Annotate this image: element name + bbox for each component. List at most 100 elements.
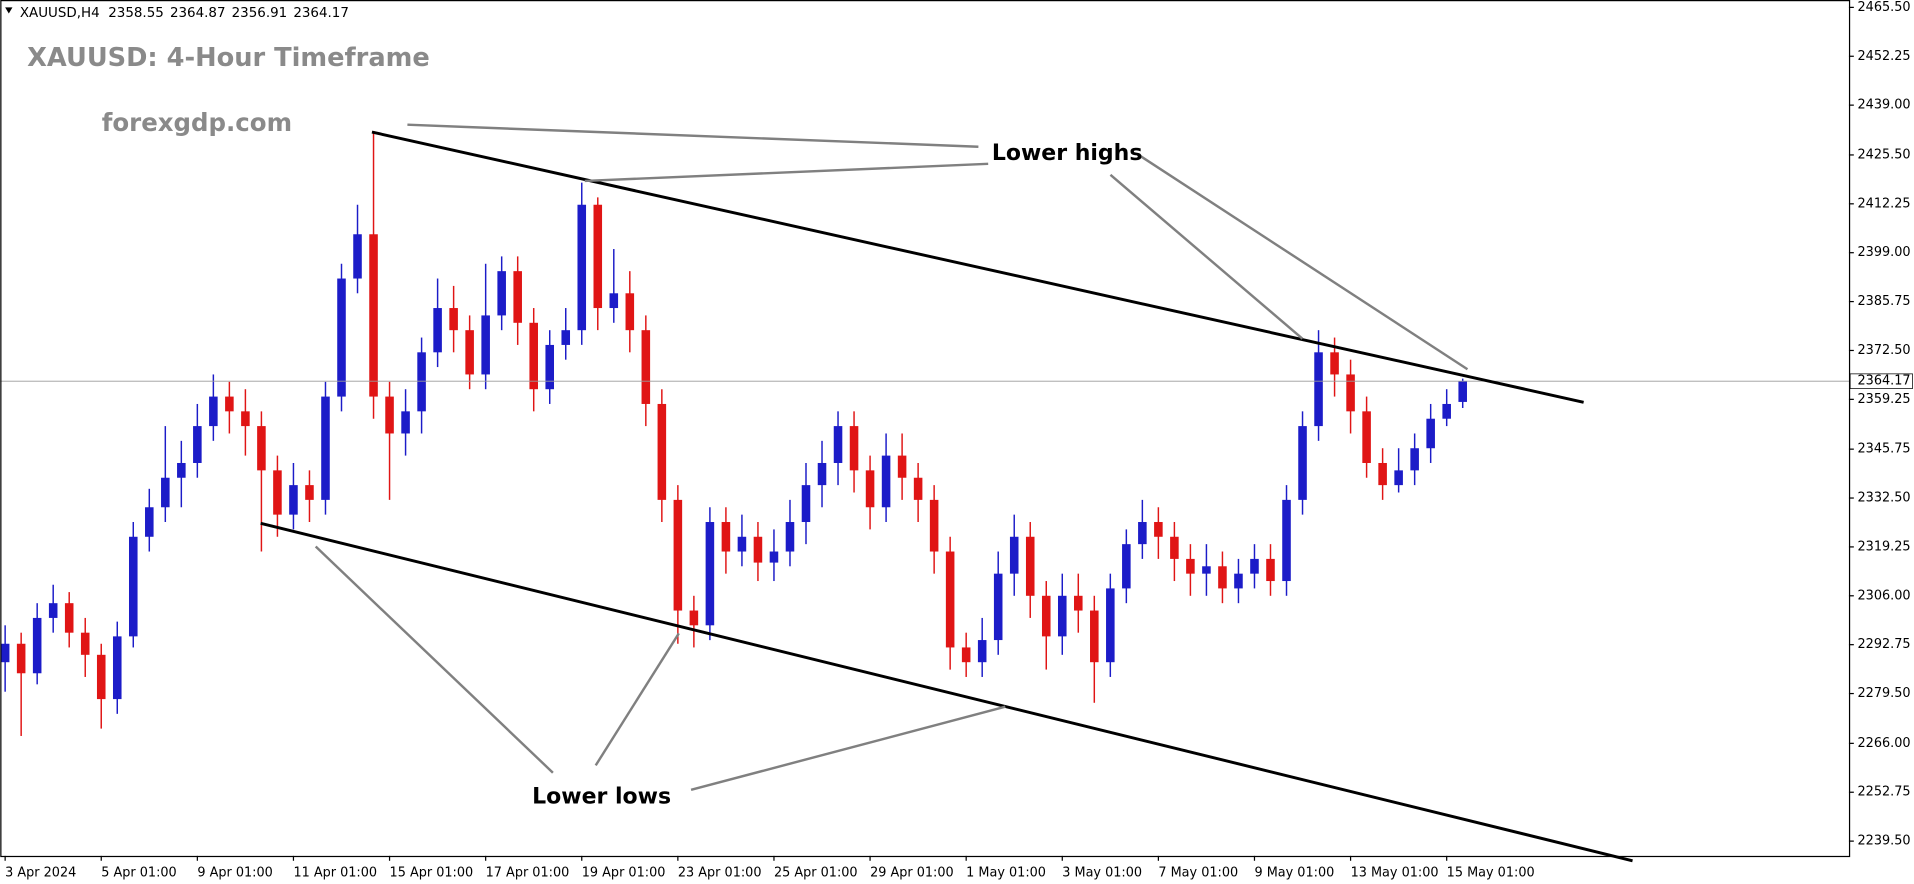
x-tick-label: 23 Apr 01:00 [678,865,762,880]
price-label: 2364.17 [1858,374,1911,389]
y-tick-label: 2252.75 [1858,785,1911,800]
candle-body [1170,536,1179,559]
candle-body [1378,462,1387,486]
candle-body [1282,499,1291,582]
header: XAUUSD,H4 2358.55 2364.87 2356.91 2364.17 [20,6,349,21]
candle-body [128,536,138,637]
candle-body [609,293,619,309]
candle-body [1346,374,1355,412]
candle-body [769,551,779,563]
annotation: Lower lows [532,784,671,809]
x-tick-label: 13 May 01:00 [1351,865,1439,880]
pointer [1109,173,1304,340]
y-tick-label: 2332.50 [1858,491,1911,506]
annotation: Lower highs [992,141,1143,166]
candle-body [1025,536,1035,596]
candle-body [48,603,58,618]
candle-body [1106,588,1115,663]
candle-body [705,522,715,626]
candle-body [1266,558,1275,582]
candle-body [689,610,699,626]
x-tick-label: 11 Apr 01:00 [293,865,377,880]
menu-arrow[interactable] [5,7,13,14]
candle-body [257,426,266,471]
candle-body [321,396,330,500]
candle-body [849,426,859,471]
candle-body [753,536,763,563]
lower-trendline [260,521,1633,863]
y-tick-label: 2345.75 [1858,442,1911,457]
candle-body [369,234,378,397]
candle-body [1362,411,1371,463]
candle-body [1442,403,1451,419]
x-tick-label: 15 Apr 01:00 [390,865,474,880]
candle-body [225,396,234,412]
y-tick-label: 2319.25 [1858,539,1911,554]
candle-body [1458,381,1467,402]
candle-body [1234,573,1243,589]
candle-body [449,308,458,331]
candle-body [1074,595,1083,611]
candle-body [529,322,538,390]
x-tick-label: 17 Apr 01:00 [486,865,570,880]
pointer [690,705,1006,792]
candle-body [401,411,410,434]
candle-body [305,485,314,500]
candle-body [1122,544,1131,589]
candle-body [561,330,571,345]
candle-body [657,403,667,500]
candle-body [209,396,218,427]
candle-body [897,455,907,478]
candle-body [64,603,74,633]
y-tick-label: 2439.00 [1858,98,1911,113]
y-tick-label: 2306.00 [1858,588,1911,603]
candle-body [625,293,635,331]
candle-body [1009,536,1019,574]
x-tick-label: 15 May 01:00 [1447,865,1535,880]
candle-body [353,234,362,279]
candle-body [273,470,282,515]
y-tick-label: 2279.50 [1858,686,1911,701]
candle-body [673,499,683,611]
candle-body [1298,426,1307,500]
candle-body [289,485,298,515]
pointer [1136,153,1469,371]
candle-body [1138,522,1147,545]
candle-body [929,499,939,552]
x-tick-label: 3 Apr 2024 [5,865,76,880]
candle-body [737,536,747,552]
x-tick-label: 9 Apr 01:00 [197,865,272,880]
candle-body [161,477,170,508]
candle-body [433,308,442,353]
plot-frame [0,0,1851,858]
y-tick-label: 2399.00 [1858,245,1911,260]
pointer [594,632,680,767]
candle-body [577,204,587,331]
y-tick-label: 2239.50 [1858,834,1911,849]
candle-body [817,462,827,486]
candle-body [865,470,875,508]
candle-body [481,315,490,375]
header-low: 2356.91 [232,6,288,21]
candle-body [1154,522,1163,537]
y-tick-label: 2292.75 [1858,637,1911,652]
candle-body [1202,566,1211,574]
y-tick-label: 2372.50 [1858,343,1911,358]
candle-body [1314,352,1323,427]
candle-body [1090,610,1099,663]
candle-body [785,522,795,552]
y-tick-label: 2425.50 [1858,147,1911,162]
candle-body [545,344,555,390]
y-tick-label: 2412.25 [1858,196,1911,211]
watermark: forexgdp.com [102,108,292,137]
candle-body [145,507,154,537]
x-tick-label: 29 Apr 01:00 [870,865,954,880]
candle-body [945,551,955,648]
header-high: 2364.87 [170,6,226,21]
candle-body [1394,470,1403,486]
candle-body [961,647,971,663]
